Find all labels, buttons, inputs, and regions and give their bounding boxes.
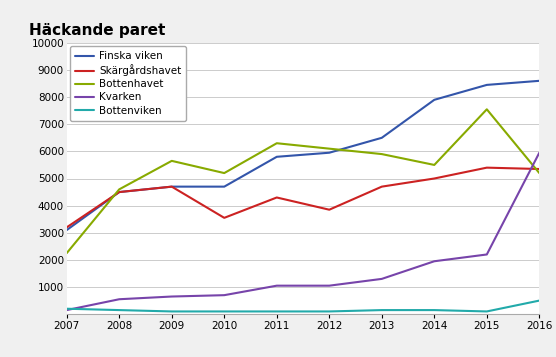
Kvarken (379, 277, 385, 281)
Finska viken (116, 190, 122, 194)
Skärgårdshavet (326, 207, 332, 212)
Bottenviken (326, 309, 332, 313)
Bottenhavet (116, 187, 122, 191)
Skärgårdshavet (484, 166, 490, 170)
Bottenhavet (63, 251, 70, 255)
Kvarken (63, 308, 70, 312)
Bottenviken (116, 308, 122, 312)
Bottenhavet (379, 152, 385, 156)
Skärgårdshavet (116, 190, 122, 194)
Line: Kvarken: Kvarken (67, 153, 539, 310)
Kvarken (326, 283, 332, 288)
Kvarken (116, 297, 122, 301)
Finska viken (168, 185, 175, 189)
Finska viken (379, 136, 385, 140)
Finska viken (484, 83, 490, 87)
Bottenviken (431, 308, 438, 312)
Legend: Finska viken, Skärgårdshavet, Bottenhavet, Kvarken, Bottenviken: Finska viken, Skärgårdshavet, Bottenhave… (70, 46, 186, 121)
Finska viken (326, 151, 332, 155)
Kvarken (274, 283, 280, 288)
Skärgårdshavet (379, 185, 385, 189)
Kvarken (484, 252, 490, 257)
Bottenviken (63, 307, 70, 311)
Bottenhavet (484, 107, 490, 111)
Line: Bottenhavet: Bottenhavet (67, 109, 539, 253)
Bottenhavet (274, 141, 280, 145)
Finska viken (221, 185, 227, 189)
Bottenviken (221, 309, 227, 313)
Skärgårdshavet (536, 167, 543, 171)
Bottenhavet (326, 146, 332, 151)
Finska viken (536, 79, 543, 83)
Bottenhavet (431, 163, 438, 167)
Kvarken (221, 293, 227, 297)
Bottenhavet (536, 171, 543, 175)
Bottenviken (379, 308, 385, 312)
Skärgårdshavet (274, 195, 280, 200)
Finska viken (431, 98, 438, 102)
Line: Bottenviken: Bottenviken (67, 301, 539, 311)
Skärgårdshavet (168, 185, 175, 189)
Bottenviken (536, 298, 543, 303)
Bottenviken (168, 309, 175, 313)
Kvarken (536, 151, 543, 155)
Skärgårdshavet (63, 225, 70, 230)
Skärgårdshavet (431, 176, 438, 181)
Kvarken (168, 295, 175, 299)
Skärgårdshavet (221, 216, 227, 220)
Finska viken (274, 155, 280, 159)
Bottenhavet (221, 171, 227, 175)
Line: Finska viken: Finska viken (67, 81, 539, 230)
Line: Skärgårdshavet: Skärgårdshavet (67, 168, 539, 227)
Bottenviken (274, 309, 280, 313)
Bottenviken (484, 309, 490, 313)
Finska viken (63, 228, 70, 232)
Text: Häckande paret: Häckande paret (29, 22, 165, 37)
Kvarken (431, 259, 438, 263)
Bottenhavet (168, 159, 175, 163)
